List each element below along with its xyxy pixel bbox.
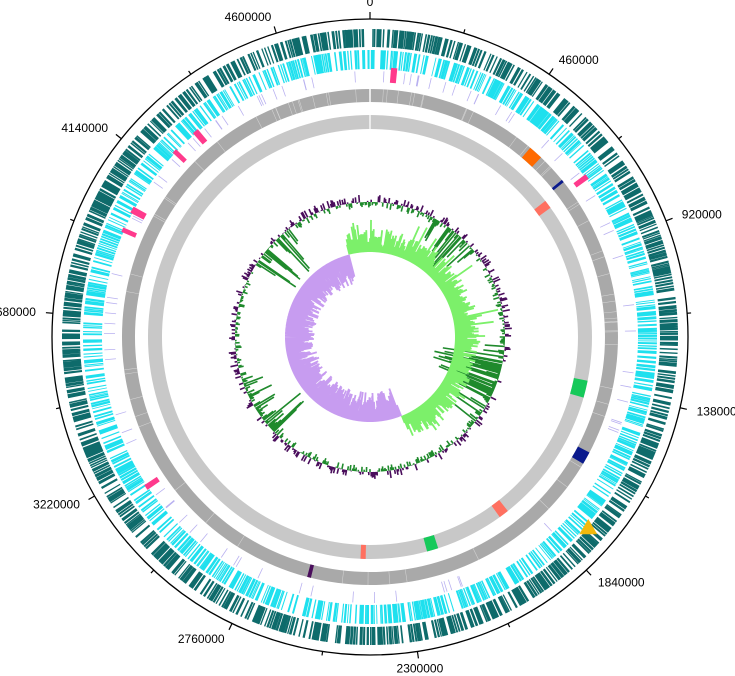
- gc-skew-negative: [284, 254, 402, 423]
- backbone-origin-gap: [369, 88, 371, 103]
- gc-content-positive: [228, 194, 512, 479]
- highlight-outer_backbone-8: [551, 179, 564, 191]
- rna-track: [104, 67, 636, 603]
- gc-content-negative: [235, 202, 505, 472]
- highlight-inner_backbone-12: [570, 377, 588, 398]
- highlight-rna-2: [172, 149, 187, 163]
- major-tick: [115, 133, 122, 140]
- highlight-rna-6: [144, 476, 160, 490]
- gc-skew-positive: [345, 219, 499, 437]
- inner-backbone-ring: [147, 115, 592, 559]
- tick-label-1840000: 1840000: [598, 576, 645, 590]
- trna-ticks: [104, 71, 636, 603]
- highlight-inner_backbone-15: [360, 544, 366, 559]
- minor-tick: [321, 651, 324, 656]
- inner-backbone-origin-gap: [369, 115, 371, 130]
- major-tick: [45, 312, 53, 314]
- gc-skew-plot: [284, 219, 499, 437]
- minor-tick: [70, 218, 75, 222]
- tick-label-1380000: 1380000: [697, 405, 735, 419]
- highlight-rna-0: [389, 67, 398, 84]
- marker-layer: [579, 518, 598, 535]
- minor-tick: [507, 623, 511, 628]
- major-tick: [665, 217, 673, 222]
- major-tick: [585, 569, 592, 576]
- highlight-inner_backbone-11: [534, 200, 551, 216]
- major-tick: [679, 407, 687, 410]
- tick-label-0: 0: [367, 0, 374, 9]
- tick-label-3220000: 3220000: [33, 498, 80, 512]
- major-tick: [88, 495, 95, 501]
- highlight-rna-3: [130, 206, 147, 220]
- highlight-inner_backbone-14: [423, 534, 439, 552]
- gc-content-plot: [228, 194, 512, 479]
- outer-backbone-ring: [121, 89, 618, 585]
- major-tick: [273, 26, 277, 34]
- tick-label-4600000: 4600000: [225, 10, 272, 24]
- minor-tick: [55, 407, 61, 410]
- minor-tick: [463, 29, 466, 34]
- minor-tick: [150, 569, 155, 574]
- highlight-outer_backbone-10: [307, 564, 314, 578]
- backbone-track: [121, 88, 618, 585]
- reverse-cds-ticks: [83, 50, 657, 624]
- minor-tick: [618, 135, 623, 140]
- minor-tick: [645, 495, 650, 499]
- tick-label-2760000: 2760000: [178, 632, 225, 646]
- minor-tick: [188, 70, 192, 75]
- major-tick: [548, 68, 554, 75]
- tick-label-3680000: 3680000: [0, 305, 36, 319]
- scale-circle: [51, 18, 689, 656]
- highlight-inner_backbone-13: [491, 500, 508, 518]
- tick-label-460000: 460000: [559, 53, 599, 67]
- tick-label-920000: 920000: [682, 208, 722, 222]
- highlight-rna-1: [192, 129, 208, 145]
- highlight-outer_backbone-9: [571, 446, 590, 464]
- highlight-outer_backbone-7: [521, 147, 542, 167]
- tick-label-4140000: 4140000: [61, 121, 108, 135]
- highlight-rna-5: [573, 174, 589, 188]
- major-tick: [228, 623, 233, 631]
- major-tick: [416, 651, 420, 659]
- highlight-rna-4: [121, 227, 137, 238]
- marker-triangle: [579, 518, 598, 535]
- tick-label-2300000: 2300000: [397, 661, 444, 675]
